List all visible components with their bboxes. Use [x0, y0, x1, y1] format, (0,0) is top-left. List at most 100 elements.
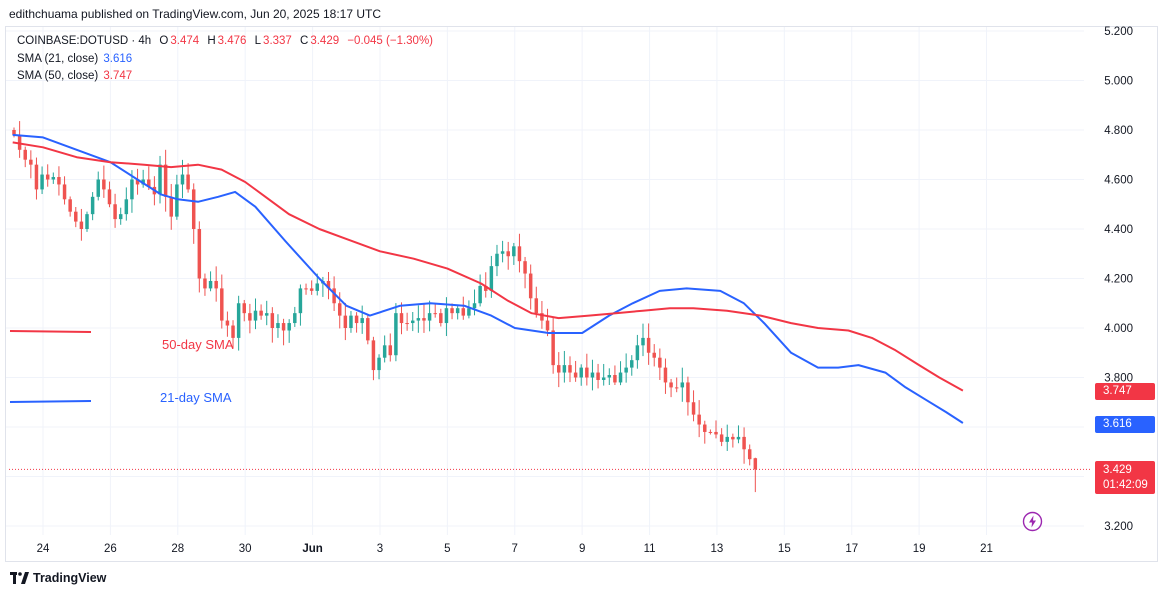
- candle-body: [337, 303, 342, 316]
- time-tick-label: 17: [845, 543, 858, 555]
- candle-body: [220, 288, 224, 321]
- price-tick-label: 4.000: [1104, 323, 1133, 335]
- chart-frame[interactable]: [5, 26, 1158, 562]
- candle-body: [439, 313, 443, 324]
- candle-body: [585, 367, 589, 378]
- candle-body: [444, 308, 449, 324]
- candle-body: [669, 382, 673, 388]
- candle-body: [624, 367, 628, 373]
- legend-high-key: H: [207, 35, 216, 47]
- legend-open-value: 3.474: [170, 35, 200, 47]
- price-tick-label: 4.800: [1104, 125, 1133, 137]
- candle-body: [23, 149, 27, 160]
- candle-body: [309, 288, 314, 291]
- candle-body: [697, 414, 701, 425]
- candle-body: [613, 375, 617, 383]
- candle-body: [641, 337, 645, 346]
- legend-sma50[interactable]: SMA (50, close) 3.747: [17, 70, 132, 82]
- candle-body: [90, 196, 95, 215]
- legend-sma21[interactable]: SMA (21, close) 3.616: [17, 53, 132, 65]
- legend-main: COINBASE:DOTUSD · 4h O 3.474 H 3.476 L 3.33…: [17, 35, 433, 47]
- time-tick-label: 9: [579, 543, 585, 555]
- candle-body: [264, 313, 269, 316]
- price-axis-labels: 3.2003.4003.6003.8004.0004.2004.4004.600…: [1104, 26, 1133, 533]
- candle-body: [354, 315, 359, 324]
- candle-body: [663, 367, 668, 383]
- time-tick-label: Jun: [302, 543, 322, 555]
- candle-body: [135, 179, 140, 185]
- sma50-label: SMA (50, close): [17, 70, 99, 82]
- candle-body: [410, 320, 415, 324]
- candle-body: [630, 360, 634, 368]
- sma50-annotation: 50-day SMA: [162, 337, 234, 352]
- time-tick-label: 15: [778, 543, 791, 555]
- legend-open-key: O: [159, 35, 169, 47]
- price-tick-label: 3.800: [1104, 373, 1133, 385]
- sma50-line: [12, 141, 964, 392]
- candles: [12, 121, 758, 493]
- candle-body: [753, 458, 758, 470]
- candle-body: [34, 164, 39, 190]
- candle-body: [79, 221, 84, 229]
- candle-body: [579, 367, 583, 378]
- candle-body: [461, 308, 466, 316]
- candle-body: [686, 382, 690, 403]
- candle-body: [253, 310, 258, 321]
- time-tick-label: 30: [239, 543, 252, 555]
- price-tick-label: 4.400: [1104, 224, 1133, 236]
- legend-sample-lines: [9, 330, 92, 403]
- candle-body: [551, 330, 555, 366]
- legend-close-key: C: [300, 35, 309, 47]
- sma50-value: 3.747: [103, 70, 133, 82]
- replay-button[interactable]: [1022, 511, 1043, 532]
- publisher-line: edithchuama published on TradingView.com…: [9, 7, 382, 21]
- legend-low-key: L: [254, 35, 262, 47]
- candle-body: [635, 345, 640, 361]
- legend-change: −0.045 (−1.30%): [347, 35, 433, 47]
- candle-body: [158, 164, 162, 195]
- candle-body: [130, 179, 134, 200]
- candle-body: [287, 323, 291, 331]
- candle-body: [500, 251, 505, 254]
- candle-body: [495, 253, 499, 267]
- candle-body: [124, 199, 129, 215]
- candle-body: [180, 174, 185, 185]
- sma50-price-badge: 3.747: [1095, 383, 1155, 400]
- candle-body: [388, 345, 393, 356]
- tradingview-branding[interactable]: TradingView: [10, 571, 106, 585]
- candle-body: [714, 431, 718, 435]
- candle-body: [147, 179, 151, 187]
- candle-body: [523, 261, 527, 274]
- candle-body: [62, 184, 67, 200]
- time-tick-label: 11: [644, 543, 656, 555]
- candle-body: [51, 177, 56, 180]
- candle-body: [96, 179, 100, 197]
- candle-body: [484, 285, 488, 291]
- candle-body: [557, 365, 561, 373]
- candle-body: [725, 436, 729, 442]
- bar-countdown: 01:42:09: [1103, 479, 1148, 491]
- price-tick-label: 4.600: [1104, 175, 1133, 187]
- sma21-price-badge: 3.616: [1095, 416, 1155, 433]
- candle-body: [349, 315, 353, 328]
- legend-symbol: COINBASE:DOTUSD · 4h: [17, 35, 152, 47]
- candle-body: [29, 159, 33, 165]
- moving-averages: [12, 133, 964, 424]
- candle-body: [747, 449, 752, 460]
- candle-body: [377, 357, 381, 371]
- candle-body: [360, 318, 364, 324]
- last-price-value: 3.429: [1103, 464, 1132, 476]
- sma21-sample-line: [9, 400, 92, 403]
- candle-body: [186, 174, 190, 190]
- candle-body: [107, 189, 112, 205]
- candle-body: [422, 318, 426, 321]
- candle-body: [113, 204, 117, 220]
- time-tick-label: 21: [980, 543, 993, 555]
- time-tick-label: 3: [377, 543, 383, 555]
- candle-body: [467, 308, 471, 316]
- grid-lines: [6, 27, 1084, 535]
- candle-body: [163, 164, 168, 197]
- candle-body: [293, 313, 297, 324]
- candle-body: [74, 211, 78, 222]
